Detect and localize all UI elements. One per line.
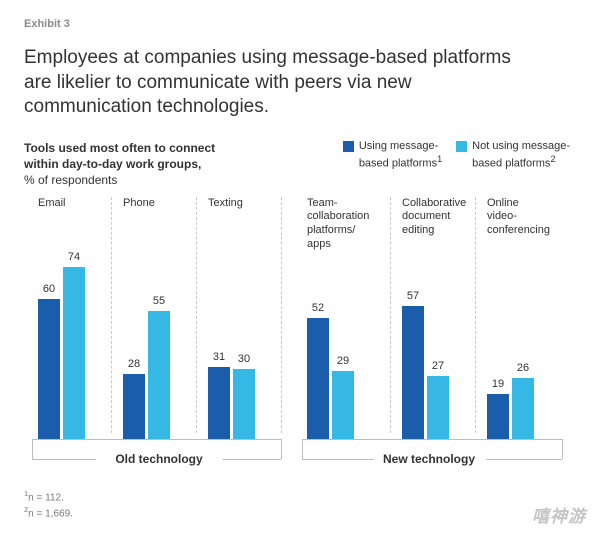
legend: Using message-based platforms1 Not using …	[343, 140, 570, 171]
bar: 74	[63, 267, 85, 439]
bar: 29	[332, 371, 354, 438]
legend-item: Using message-based platforms1	[343, 140, 442, 171]
chart-area: Email6074Phone2855Texting3130Team-collab…	[24, 197, 570, 477]
category: Phone2855	[123, 197, 201, 477]
category-label: Onlinevideo-conferencing	[487, 197, 565, 253]
bar-value: 30	[233, 353, 255, 365]
bar-pair: 3130	[208, 367, 255, 439]
headline: Employees at companies using message-bas…	[24, 46, 524, 120]
category-label: Team-collaborationplatforms/apps	[307, 197, 385, 253]
bar: 27	[427, 376, 449, 439]
category-label: Phone	[123, 197, 201, 253]
bar-value: 55	[148, 295, 170, 307]
exhibit-label: Exhibit 3	[24, 18, 570, 30]
bar-pair: 6074	[38, 267, 85, 439]
bar-value: 52	[307, 302, 329, 314]
bar: 28	[123, 374, 145, 439]
axis-line	[223, 459, 281, 460]
legend-item: Not using message-based platforms2	[456, 140, 570, 171]
bar-value: 31	[208, 351, 230, 363]
legend-swatch	[456, 141, 467, 152]
category: Collaborativedocumentediting5727	[402, 197, 480, 477]
bar: 30	[233, 369, 255, 439]
category: Texting 3130	[208, 197, 286, 477]
subtitle-line1: Tools used most often to connect	[24, 140, 215, 156]
bar: 57	[402, 306, 424, 439]
legend-swatch	[343, 141, 354, 152]
footnotes: 1n = 112.2n = 1,669.	[24, 489, 73, 521]
legend-text: Not using message-based platforms2	[472, 140, 570, 171]
subtitle-line2: within day-to-day work groups,	[24, 156, 215, 172]
bar: 19	[487, 394, 509, 438]
tech-group-label: New technology	[374, 452, 484, 466]
bar-value: 60	[38, 283, 60, 295]
category-label: Collaborativedocumentediting	[402, 197, 480, 253]
axis-line	[486, 459, 562, 460]
bar-pair: 1926	[487, 378, 534, 438]
axis-line	[302, 439, 303, 459]
top-row: Tools used most often to connect within …	[24, 140, 570, 189]
category: Team-collaborationplatforms/apps5229	[307, 197, 385, 477]
watermark: 嘻神游	[532, 502, 586, 527]
bar: 55	[148, 311, 170, 439]
chart-subtitle: Tools used most often to connect within …	[24, 140, 215, 189]
bar-value: 26	[512, 362, 534, 374]
bar-value: 74	[63, 251, 85, 263]
axis-line	[562, 439, 563, 459]
bar-pair: 5229	[307, 318, 354, 439]
footnote: 1n = 112.	[24, 489, 73, 505]
bar-value: 27	[427, 360, 449, 372]
footnote: 2n = 1,669.	[24, 505, 73, 521]
legend-text: Using message-based platforms1	[359, 140, 442, 171]
category-divider	[390, 197, 391, 433]
bar: 26	[512, 378, 534, 438]
bar: 31	[208, 367, 230, 439]
axis-line	[32, 439, 33, 459]
category-label: Texting	[208, 197, 286, 253]
bar: 52	[307, 318, 329, 439]
bar-pair: 5727	[402, 306, 449, 439]
tech-group-label: Old technology	[104, 452, 214, 466]
axis-line	[302, 439, 562, 440]
axis-line	[32, 459, 96, 460]
bar-pair: 2855	[123, 311, 170, 439]
axis-line	[281, 439, 282, 459]
bar-value: 28	[123, 358, 145, 370]
subtitle-line3: % of respondents	[24, 172, 215, 188]
axis-line	[302, 459, 374, 460]
category: Email6074	[38, 197, 116, 477]
axis-line	[32, 439, 281, 440]
category-label: Email	[38, 197, 116, 253]
bar-value: 29	[332, 355, 354, 367]
bar: 60	[38, 299, 60, 439]
bar-value: 57	[402, 290, 424, 302]
category: Onlinevideo-conferencing1926	[487, 197, 565, 477]
bar-value: 19	[487, 378, 509, 390]
